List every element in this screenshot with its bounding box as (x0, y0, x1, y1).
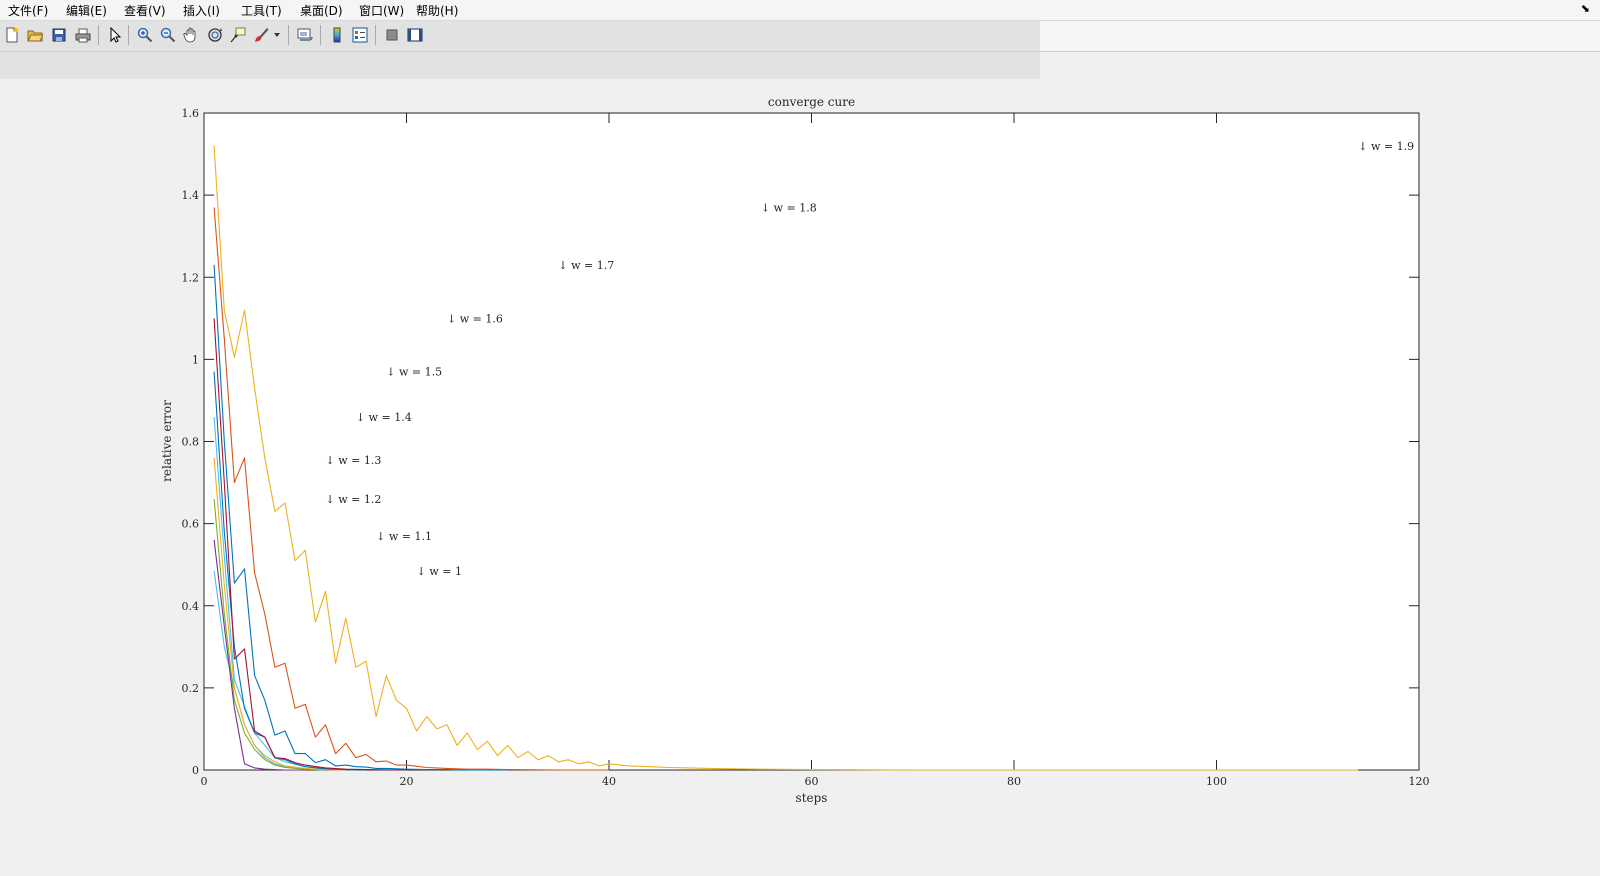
menu-view[interactable]: 查看(V) (124, 4, 166, 18)
dock-arrow-icon[interactable]: ⬊ (1580, 2, 1590, 15)
y-tick-label: 1.2 (182, 271, 200, 284)
annotation-label: ↓ w = 1.1 (376, 530, 432, 543)
x-tick-label: 100 (1206, 775, 1227, 788)
menu-window[interactable]: 窗口(W) (359, 4, 405, 18)
y-axis-label: relative error (160, 400, 174, 482)
menu-edit[interactable]: 编辑(E) (66, 4, 107, 18)
annotation-label: ↓ w = 1.7 (558, 259, 614, 272)
series-line-10 (213, 145, 1359, 771)
series-line-2 (213, 539, 306, 771)
y-tick-label: 0.2 (182, 682, 200, 695)
x-tick-label: 40 (602, 775, 616, 788)
print-icon[interactable] (73, 25, 93, 45)
pan-icon[interactable] (181, 25, 201, 45)
annotation-label: ↓ w = 1.9 (1358, 140, 1414, 153)
link-plot-icon[interactable] (295, 25, 315, 45)
annotations-group: ↓ w = 1.9 ↓ w = 1.8 ↓ w = 1.7 ↓ w = 1.6 ↓ w … (326, 140, 1415, 578)
toolbar-separator (320, 25, 321, 45)
toolbar-divider (0, 51, 1040, 52)
series-line-3 (213, 498, 326, 771)
annotation-label: ↓ w = 1.8 (761, 201, 817, 214)
menu-desktop[interactable]: 桌面(D) (300, 4, 343, 18)
menu-help[interactable]: 帮助(H) (416, 4, 459, 18)
x-axis-label: steps (796, 791, 828, 805)
y-tick-label: 0.4 (182, 600, 200, 613)
y-tick-label: 0.8 (182, 436, 200, 449)
toolbar-right-area (1040, 21, 1600, 52)
save-icon[interactable] (49, 25, 69, 45)
menu-bar: 文件(F) 编辑(E) 查看(V) 插入(I) 工具(T) 桌面(D) 窗口(W… (0, 0, 1600, 21)
chevron-down-icon[interactable] (271, 25, 283, 45)
x-tick-label: 120 (1409, 775, 1430, 788)
annotation-label: ↓ w = 1.4 (356, 411, 412, 424)
data-cursor-icon[interactable] (228, 25, 248, 45)
menu-insert[interactable]: 插入(I) (183, 4, 220, 18)
series-line-9 (213, 207, 609, 771)
x-tick-label: 80 (1007, 775, 1021, 788)
open-file-icon[interactable] (25, 25, 45, 45)
y-tick-label: 0.6 (182, 518, 200, 531)
y-tick-label: 1.4 (182, 189, 200, 202)
axis-ticks: 0 20 40 60 80 100 120 0 0.2 0.4 0.6 0.8 1 1.2 1.4 1.6 (182, 107, 1430, 788)
zoom-out-icon[interactable] (158, 25, 178, 45)
new-figure-icon[interactable] (2, 25, 22, 45)
x-tick-label: 20 (400, 775, 414, 788)
show-plot-tools-icon[interactable] (405, 25, 425, 45)
toolbar-background (0, 21, 1040, 79)
series-line-4 (213, 457, 346, 771)
colorbar-icon[interactable] (327, 25, 347, 45)
legend-icon[interactable] (350, 25, 370, 45)
rotate-3d-icon[interactable] (205, 25, 225, 45)
toolbar-separator (288, 25, 289, 45)
series-line-7 (213, 318, 407, 771)
annotation-label: ↓ w = 1.2 (326, 493, 382, 506)
y-tick-label: 0 (192, 764, 199, 777)
plot-area (203, 112, 1420, 771)
zoom-in-icon[interactable] (135, 25, 155, 45)
x-tick-label: 0 (201, 775, 208, 788)
toolbar-separator (375, 25, 376, 45)
annotation-label: ↓ w = 1.5 (386, 366, 442, 379)
annotation-label: ↓ w = 1.6 (447, 312, 503, 325)
menu-file[interactable]: 文件(F) (8, 4, 49, 18)
toolbar-separator (98, 25, 99, 45)
series-line-8 (213, 264, 508, 771)
menu-tools[interactable]: 工具(T) (241, 4, 282, 18)
y-tick-label: 1 (192, 353, 199, 366)
annotation-label: ↓ w = 1.3 (326, 454, 382, 467)
chart-title: converge cure (768, 95, 855, 109)
x-tick-label: 60 (805, 775, 819, 788)
annotation-label: ↓ w = 1 (417, 565, 462, 578)
brush-icon[interactable] (251, 25, 271, 45)
hide-plot-tools-icon[interactable] (382, 25, 402, 45)
toolbar-separator (128, 25, 129, 45)
y-tick-label: 1.6 (182, 107, 200, 120)
select-arrow-icon[interactable] (105, 25, 125, 45)
series-group (213, 145, 1359, 771)
